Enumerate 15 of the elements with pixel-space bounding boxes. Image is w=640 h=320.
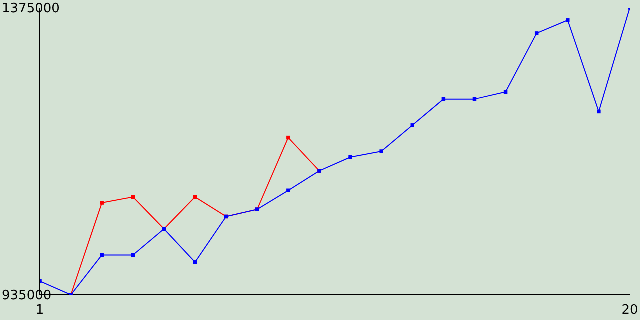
point [410,124,415,128]
point [597,110,601,114]
point [566,18,570,22]
point [348,156,352,160]
point [380,150,384,154]
x-tick-label: 20 [622,303,638,318]
y-tick-label: 1375000 [2,2,60,16]
point [534,32,539,36]
x-tick-label: 1 [36,303,44,318]
point [100,201,104,205]
point [286,136,290,140]
point [193,260,198,264]
point [286,188,290,193]
point [100,253,104,258]
y-tick-label: 935000 [2,288,52,304]
